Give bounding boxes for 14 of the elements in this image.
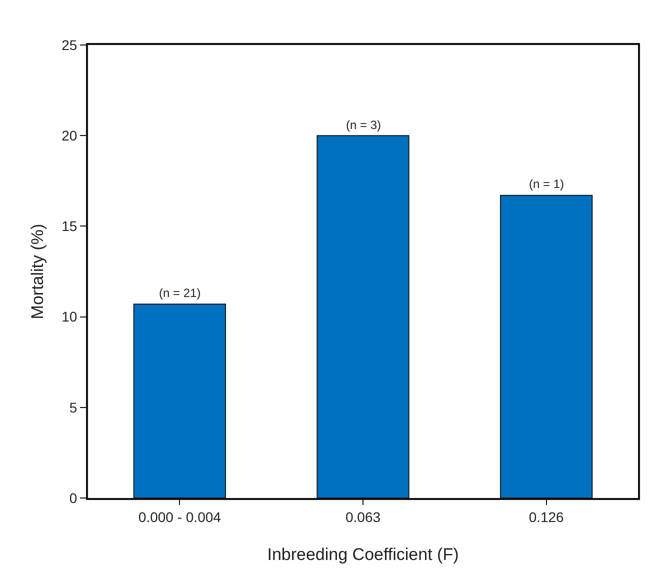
y-tick-label: 5 [69,399,78,416]
x-axis-title: Inbreeding Coefficient (F) [267,545,459,564]
y-tick-label: 25 [62,36,78,53]
y-tick-label: 0 [69,490,78,506]
x-tick-label: 0.063 [345,508,381,525]
annotation: (n = 21) [159,286,201,300]
y-axis-title: Mortality (%) [28,224,47,320]
y-tick-label: 20 [62,128,78,144]
annotation: (n = 3) [346,118,382,132]
x-tick-label: 0.000 - 0.004 [138,508,222,525]
y-tick-label: 10 [62,308,78,325]
annotation: (n = 1) [529,177,564,191]
y-tick-label: 15 [62,218,78,234]
x-tick-label: 0.126 [528,508,564,525]
